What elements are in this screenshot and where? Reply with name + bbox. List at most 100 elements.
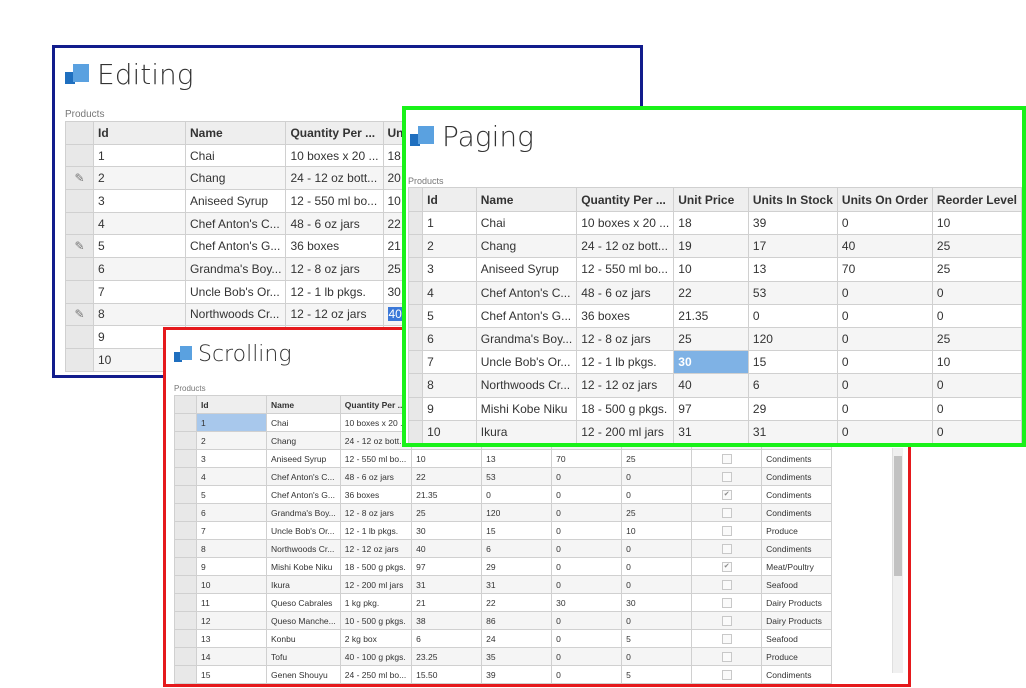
table-cell-reorder[interactable]: 0: [621, 539, 693, 558]
table-cell-disc[interactable]: [691, 539, 763, 558]
table-cell-id[interactable]: 15: [196, 665, 267, 684]
table-cell-id[interactable]: 5: [196, 485, 267, 504]
table-cell-name[interactable]: Uncle Bob's Or...: [266, 521, 341, 540]
discontinued-checkbox[interactable]: [721, 651, 732, 662]
table-row[interactable]: 7 Uncle Bob's Or... 12 - 1 lb pkgs. 30 15 0 10…: [174, 521, 833, 540]
table-cell-cat[interactable]: Dairy Products: [761, 611, 833, 630]
table-cell-name[interactable]: Aniseed Syrup: [475, 257, 578, 282]
table-row[interactable]: 8 Northwoods Cr... 12 - 12 oz jars 40 6 0 0 Con…: [174, 539, 833, 558]
editor-selected-text[interactable]: 40: [387, 307, 403, 322]
table-cell-name[interactable]: Ikura: [475, 419, 578, 443]
table-cell-id[interactable]: 8: [93, 302, 186, 327]
table-cell-order[interactable]: 0: [551, 647, 623, 666]
row-header[interactable]: [407, 396, 424, 421]
table-cell-name[interactable]: Mishi Kobe Niku: [475, 396, 578, 421]
table-cell-name[interactable]: Aniseed Syrup: [266, 449, 341, 468]
row-header[interactable]: [174, 485, 197, 504]
table-cell-price[interactable]: 25: [673, 326, 749, 352]
table-cell-cat[interactable]: Condiments: [761, 539, 833, 558]
table-cell-price[interactable]: 21.35: [673, 303, 749, 328]
table-cell-price[interactable]: 22: [673, 280, 749, 305]
table-cell-name[interactable]: Northwoods Cr...: [475, 373, 578, 398]
table-cell-qty[interactable]: 12 - 550 ml bo...: [339, 449, 413, 468]
table-cell-stock[interactable]: 53: [747, 280, 838, 305]
table-cell-qty[interactable]: 12 - 200 ml jars: [576, 419, 675, 443]
table-cell-stock[interactable]: 120: [747, 326, 838, 352]
table-cell-name[interactable]: Konbu: [266, 629, 341, 648]
row-header[interactable]: [407, 419, 424, 443]
discontinued-checkbox[interactable]: [721, 471, 732, 482]
table-cell-id[interactable]: 9: [196, 557, 267, 576]
table-cell-disc[interactable]: [691, 647, 763, 666]
table-cell-order[interactable]: 0: [551, 665, 623, 684]
table-cell-cat[interactable]: Produce: [761, 521, 833, 540]
column-header[interactable]: Id: [93, 121, 186, 145]
table-cell-reorder[interactable]: 30: [621, 593, 693, 612]
table-cell-order[interactable]: 0: [551, 629, 623, 648]
table-cell-id[interactable]: 14: [196, 647, 267, 666]
table-row[interactable]: 4 Chef Anton's C... 48 - 6 oz jars 22 53 0 0: [407, 280, 1022, 305]
discontinued-checkbox[interactable]: [721, 507, 732, 518]
table-cell-cat[interactable]: Condiments: [761, 467, 833, 486]
row-header[interactable]: [174, 539, 197, 558]
table-cell-price[interactable]: 40: [411, 539, 483, 558]
table-cell-cat[interactable]: Condiments: [761, 503, 833, 522]
table-cell-disc[interactable]: ✔: [691, 557, 763, 576]
discontinued-checkbox[interactable]: [721, 669, 732, 680]
column-header[interactable]: Quantity Per ...: [576, 187, 675, 212]
table-cell-qty[interactable]: 18 - 500 g pkgs.: [339, 557, 413, 576]
row-header[interactable]: [407, 350, 424, 375]
table-cell-name[interactable]: Queso Manche...: [266, 611, 341, 630]
table-cell-order[interactable]: 0: [836, 373, 933, 398]
table-cell-qty[interactable]: 48 - 6 oz jars: [285, 211, 384, 236]
table-cell-name[interactable]: Uncle Bob's Or...: [475, 350, 578, 375]
table-row[interactable]: 10 Ikura 12 - 200 ml jars 31 31 0 0: [407, 419, 1022, 443]
table-cell-qty[interactable]: 36 boxes: [576, 303, 675, 328]
table-cell-id[interactable]: 4: [196, 467, 267, 486]
column-header[interactable]: Name: [266, 395, 341, 414]
table-cell-name[interactable]: Chef Anton's C...: [475, 280, 578, 305]
table-cell-stock[interactable]: 29: [481, 557, 553, 576]
table-cell-reorder[interactable]: 10: [931, 350, 1022, 375]
table-cell-qty[interactable]: 10 boxes x 20 ...: [285, 143, 384, 168]
table-cell-order[interactable]: 70: [836, 257, 933, 282]
table-cell-cat[interactable]: Produce: [761, 647, 833, 666]
table-cell-disc[interactable]: [691, 593, 763, 612]
table-cell-disc[interactable]: ✔: [691, 485, 763, 504]
row-header[interactable]: [407, 234, 424, 259]
row-header[interactable]: [174, 467, 197, 486]
table-cell-name[interactable]: Genen Shouyu: [266, 665, 341, 684]
table-cell-name[interactable]: Tofu: [266, 647, 341, 666]
column-header[interactable]: Units On Order: [836, 187, 933, 212]
table-cell-stock[interactable]: 39: [481, 665, 553, 684]
table-cell-order[interactable]: 70: [551, 449, 623, 468]
discontinued-checkbox[interactable]: [721, 615, 732, 626]
table-cell-reorder[interactable]: 0: [621, 611, 693, 630]
table-row[interactable]: 6 Grandma's Boy... 12 - 8 oz jars 25 120 0 25: [407, 326, 1022, 352]
discontinued-checkbox[interactable]: [721, 579, 732, 590]
table-row[interactable]: 12 Queso Manche... 10 - 500 g pkgs. 38 86 0 0 D…: [174, 611, 833, 630]
column-header[interactable]: Quantity Per ...: [285, 121, 384, 145]
table-cell-stock[interactable]: 53: [481, 467, 553, 486]
table-cell-stock[interactable]: 24: [481, 629, 553, 648]
table-cell-reorder[interactable]: 5: [621, 665, 693, 684]
row-header[interactable]: [174, 503, 197, 522]
table-cell-name[interactable]: Ikura: [266, 575, 341, 594]
table-cell-stock[interactable]: 6: [481, 539, 553, 558]
table-cell-stock[interactable]: 39: [747, 210, 838, 236]
table-cell-price[interactable]: 19: [673, 234, 749, 259]
table-cell-id[interactable]: 4: [422, 280, 477, 305]
table-row[interactable]: 13 Konbu 2 kg box 6 24 0 5 Seafood: [174, 629, 833, 648]
table-cell-name[interactable]: Northwoods Cr...: [266, 539, 341, 558]
table-cell-qty[interactable]: 12 - 12 oz jars: [339, 539, 413, 558]
table-cell-cat[interactable]: Condiments: [761, 485, 833, 504]
table-cell-qty[interactable]: 24 - 12 oz bott...: [576, 234, 675, 259]
table-cell-disc[interactable]: [691, 665, 763, 684]
table-cell-price[interactable]: 10: [411, 449, 483, 468]
row-header[interactable]: [174, 611, 197, 630]
table-cell-name[interactable]: Chang: [184, 166, 287, 191]
row-header[interactable]: [407, 257, 424, 282]
table-row[interactable]: 6 Grandma's Boy... 12 - 8 oz jars 25: [65, 257, 428, 281]
table-cell-order[interactable]: 0: [836, 280, 933, 305]
table-cell-name[interactable]: Grandma's Boy...: [184, 257, 287, 281]
